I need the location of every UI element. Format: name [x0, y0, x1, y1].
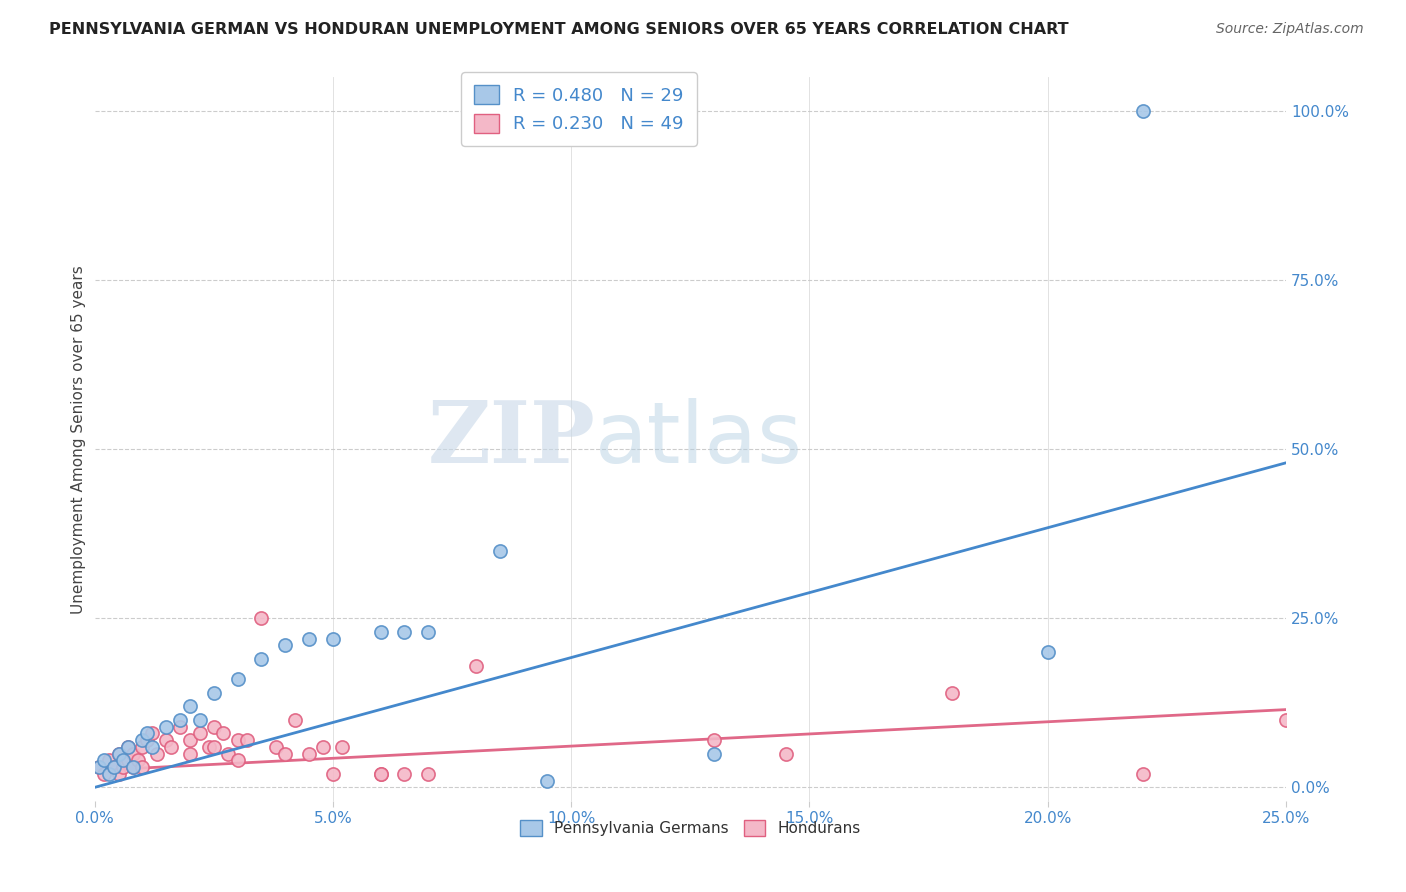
- Point: [1275, 713, 1298, 727]
- Point: [98, 767, 121, 781]
- Point: [370, 624, 392, 639]
- Text: ZIP: ZIP: [427, 397, 595, 481]
- Point: [131, 739, 153, 754]
- Point: [536, 773, 558, 788]
- Point: [141, 739, 163, 754]
- Text: Source: ZipAtlas.com: Source: ZipAtlas.com: [1216, 22, 1364, 37]
- Point: [155, 733, 177, 747]
- Point: [775, 747, 797, 761]
- Legend: Pennsylvania Germans, Hondurans: Pennsylvania Germans, Hondurans: [513, 812, 868, 844]
- Point: [226, 733, 249, 747]
- Point: [226, 672, 249, 686]
- Point: [121, 760, 143, 774]
- Point: [202, 719, 225, 733]
- Point: [488, 543, 510, 558]
- Point: [131, 760, 153, 774]
- Point: [332, 739, 354, 754]
- Point: [217, 747, 239, 761]
- Point: [370, 767, 392, 781]
- Point: [212, 726, 235, 740]
- Point: [141, 726, 163, 740]
- Point: [312, 739, 335, 754]
- Point: [370, 767, 392, 781]
- Point: [89, 760, 111, 774]
- Point: [226, 753, 249, 767]
- Point: [127, 753, 149, 767]
- Point: [322, 767, 344, 781]
- Point: [155, 719, 177, 733]
- Text: atlas: atlas: [595, 398, 803, 481]
- Point: [112, 760, 135, 774]
- Point: [136, 726, 159, 740]
- Point: [89, 760, 111, 774]
- Point: [103, 760, 125, 774]
- Point: [121, 747, 143, 761]
- Point: [93, 767, 115, 781]
- Point: [1132, 767, 1154, 781]
- Point: [121, 760, 143, 774]
- Point: [145, 747, 167, 761]
- Point: [179, 699, 201, 714]
- Point: [236, 733, 259, 747]
- Point: [169, 719, 191, 733]
- Point: [131, 733, 153, 747]
- Text: PENNSYLVANIA GERMAN VS HONDURAN UNEMPLOYMENT AMONG SENIORS OVER 65 YEARS CORRELA: PENNSYLVANIA GERMAN VS HONDURAN UNEMPLOY…: [49, 22, 1069, 37]
- Point: [322, 632, 344, 646]
- Point: [117, 753, 139, 767]
- Point: [202, 739, 225, 754]
- Point: [250, 652, 273, 666]
- Point: [117, 739, 139, 754]
- Point: [418, 624, 440, 639]
- Point: [179, 747, 201, 761]
- Point: [93, 753, 115, 767]
- Point: [107, 747, 129, 761]
- Point: [198, 739, 221, 754]
- Point: [103, 760, 125, 774]
- Point: [464, 658, 486, 673]
- Point: [418, 767, 440, 781]
- Point: [274, 747, 297, 761]
- Point: [298, 632, 321, 646]
- Point: [284, 713, 307, 727]
- Y-axis label: Unemployment Among Seniors over 65 years: Unemployment Among Seniors over 65 years: [72, 265, 86, 614]
- Point: [169, 713, 191, 727]
- Point: [941, 686, 963, 700]
- Point: [107, 747, 129, 761]
- Point: [703, 747, 725, 761]
- Point: [179, 733, 201, 747]
- Point: [394, 767, 416, 781]
- Point: [188, 726, 211, 740]
- Point: [264, 739, 287, 754]
- Point: [250, 611, 273, 625]
- Point: [703, 733, 725, 747]
- Point: [274, 639, 297, 653]
- Point: [117, 739, 139, 754]
- Point: [98, 753, 121, 767]
- Point: [298, 747, 321, 761]
- Point: [394, 624, 416, 639]
- Point: [1132, 104, 1154, 119]
- Point: [107, 767, 129, 781]
- Point: [202, 686, 225, 700]
- Point: [188, 713, 211, 727]
- Point: [136, 733, 159, 747]
- Point: [1036, 645, 1059, 659]
- Point: [160, 739, 183, 754]
- Point: [112, 753, 135, 767]
